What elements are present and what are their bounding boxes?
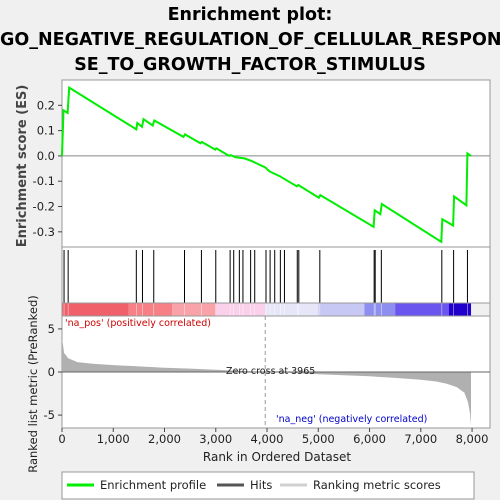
- legend-label-ranking: Ranking metric scores: [313, 478, 441, 492]
- legend-label-hits: Hits: [250, 478, 272, 492]
- hits-plot-area: [61, 246, 491, 304]
- title-line-2: GO_NEGATIVE_REGULATION_OF_CELLULAR_RESPO…: [0, 30, 500, 50]
- es-ylabel: Enrichment score (ES): [15, 85, 30, 248]
- xtick-label: 1,000: [97, 432, 130, 446]
- xaxis-label: Rank in Ordered Dataset: [203, 450, 351, 464]
- metric-ytick-label: 0: [48, 365, 55, 379]
- xtick-label: 8,000: [456, 432, 489, 446]
- legend-label-enrichment: Enrichment profile: [100, 478, 206, 492]
- pos-annotation: 'na_pos' (positively correlated): [65, 318, 211, 329]
- xtick-label: 3,000: [199, 432, 232, 446]
- xtick-label: 2,000: [148, 432, 181, 446]
- color-bar-segment: [172, 303, 216, 316]
- metric-ytick-label: -5: [44, 408, 55, 422]
- xtick-label: 4,000: [251, 432, 284, 446]
- color-bar-segment: [215, 303, 266, 316]
- xtick-label: 7,000: [404, 432, 437, 446]
- title-line-1: Enrichment plot:: [167, 5, 333, 25]
- legend: Enrichment profile Hits Ranking metric s…: [61, 471, 475, 500]
- es-ytick-label: -0.3: [33, 225, 55, 239]
- neg-annotation: 'na_neg' (negatively correlated): [276, 414, 427, 425]
- es-ytick-label: 0.2: [37, 98, 55, 112]
- es-plot-area: [61, 79, 491, 248]
- title-line-3: SE_TO_GROWTH_FACTOR_STIMULUS: [74, 55, 426, 75]
- metric-ytick-label: 5: [48, 322, 55, 336]
- color-bar-segment: [265, 303, 319, 316]
- xtick-label: 0: [58, 432, 65, 446]
- es-ytick-label: -0.2: [33, 200, 55, 214]
- color-bar-segment: [448, 303, 472, 316]
- hits-panel: [61, 246, 491, 317]
- es-ytick-label: -0.1: [33, 174, 55, 188]
- color-bar-segment: [395, 303, 449, 316]
- es-panel: -0.3 -0.2 -0.1 0.0 0.1 0.2: [33, 79, 491, 248]
- xtick-label: 5,000: [302, 432, 335, 446]
- es-ytick-label: 0.1: [37, 124, 55, 138]
- color-bar-segment: [364, 303, 396, 316]
- color-bar-segment: [62, 303, 129, 316]
- legend-box: [61, 471, 475, 500]
- chart-title: Enrichment plot: GO_NEGATIVE_REGULATION_…: [0, 3, 500, 78]
- color-bar-segment: [318, 303, 365, 316]
- xtick-label: 6,000: [353, 432, 386, 446]
- zero-cross-annotation: Zero cross at 3965: [226, 366, 315, 377]
- enrichment-profile-line: [61, 85, 472, 244]
- es-ytick-label: 0.0: [37, 149, 55, 163]
- metric-ylabel: Ranked list metric (PreRanked): [26, 295, 40, 473]
- color-bar-segment: [128, 303, 173, 316]
